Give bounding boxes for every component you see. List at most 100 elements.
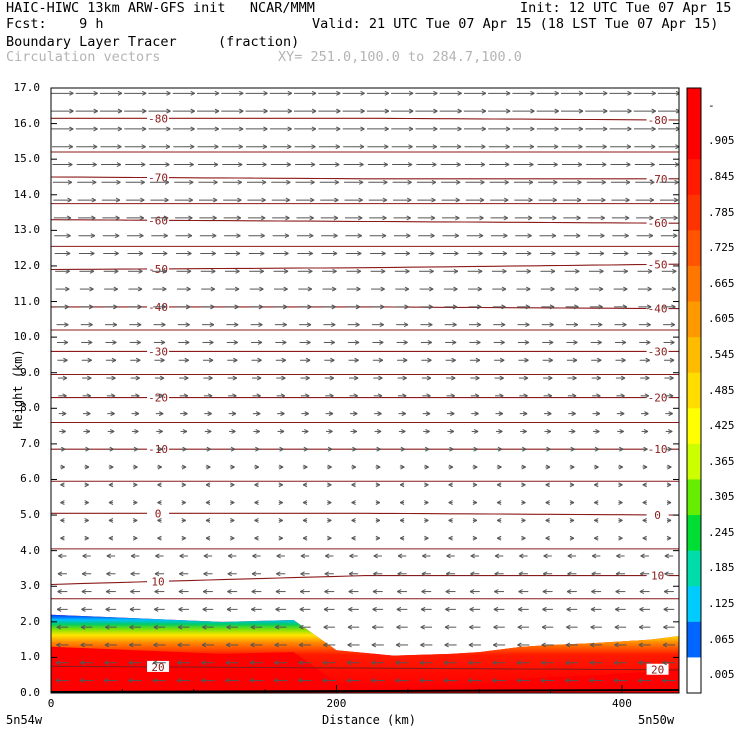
vector-arrowhead bbox=[496, 535, 502, 541]
vector-arrowhead bbox=[138, 268, 143, 274]
vector-arrowhead bbox=[254, 500, 259, 506]
y-tick-label: 10.0 bbox=[13, 330, 41, 344]
vector-arrowhead bbox=[154, 571, 160, 577]
vector-arrowhead bbox=[499, 393, 504, 399]
y-tick-label: 0.0 bbox=[20, 686, 40, 699]
vector-arrowhead bbox=[446, 553, 451, 559]
vector-arrowhead bbox=[332, 251, 338, 256]
vector-arrowhead bbox=[621, 340, 627, 345]
vector-arrowhead bbox=[177, 642, 182, 648]
vector-arrowhead bbox=[616, 553, 621, 559]
vector-arrowhead bbox=[135, 393, 140, 399]
temp-contour-label: 0 bbox=[155, 507, 162, 520]
vector-arrowhead bbox=[210, 286, 216, 292]
vector-arrowhead bbox=[58, 553, 63, 559]
vector-arrowhead bbox=[549, 304, 555, 310]
temp-contour-label: 20 bbox=[151, 661, 164, 674]
vector-arrowhead bbox=[67, 179, 73, 185]
vector-arrowhead bbox=[106, 553, 112, 559]
vector-arrowhead bbox=[551, 251, 556, 256]
vector-arrowhead bbox=[139, 215, 145, 221]
vector-arrowhead bbox=[590, 606, 596, 612]
init-time: Init: 12 UTC Tue 07 Apr 15 bbox=[520, 0, 732, 16]
vector-arrowhead bbox=[522, 428, 527, 434]
vector-arrowhead bbox=[179, 553, 184, 559]
contour-label-bg bbox=[147, 660, 170, 672]
vector-arrowhead bbox=[399, 482, 405, 488]
vector-arrowhead bbox=[420, 624, 425, 630]
contour-label-bg bbox=[646, 217, 669, 229]
vector-arrowhead bbox=[181, 535, 186, 541]
vector-arrowhead bbox=[547, 393, 553, 399]
vector-arrowhead bbox=[230, 535, 235, 541]
vector-arrowhead bbox=[473, 446, 478, 452]
contour-label-bg bbox=[147, 575, 170, 587]
vector-arrowhead bbox=[230, 482, 235, 488]
vector-arrowhead bbox=[154, 589, 159, 595]
vector-arrowhead bbox=[598, 304, 603, 310]
vector-arrowhead bbox=[189, 144, 195, 150]
vector-arrowhead bbox=[359, 162, 364, 167]
vector-arrowhead bbox=[574, 286, 579, 292]
vector-arrowhead bbox=[578, 126, 584, 132]
vector-arrowhead bbox=[378, 357, 384, 363]
vector-arrowhead bbox=[576, 215, 581, 221]
vector-arrowhead bbox=[467, 678, 473, 683]
vector-arrowhead bbox=[593, 535, 599, 541]
vector-arrowhead bbox=[501, 304, 506, 310]
vector-arrowhead bbox=[117, 90, 123, 96]
vector-arrowhead bbox=[505, 144, 510, 150]
vector-arrowhead bbox=[57, 571, 63, 577]
vector-arrowhead bbox=[576, 197, 582, 203]
vector-arrowhead bbox=[377, 411, 382, 417]
vector-arrowhead bbox=[108, 517, 114, 523]
vector-arrowhead bbox=[237, 179, 243, 185]
vector-arrowhead bbox=[430, 215, 436, 221]
vector-arrowhead bbox=[600, 215, 606, 221]
vector-arrowhead bbox=[63, 340, 69, 345]
vector-arrowhead bbox=[668, 428, 673, 434]
vector-arrowhead bbox=[517, 624, 523, 630]
vector-arrowhead bbox=[329, 375, 335, 381]
vector-arrowhead bbox=[232, 393, 237, 399]
vector-arrowhead bbox=[530, 108, 535, 114]
vector-arrowhead bbox=[254, 535, 259, 541]
vector-arrowhead bbox=[457, 90, 462, 96]
vector-arrowhead bbox=[569, 482, 575, 488]
vector-arrowhead bbox=[642, 482, 647, 488]
vector-arrowhead bbox=[569, 500, 575, 506]
colorbar-label: .305 bbox=[708, 490, 735, 504]
vector-arrowhead bbox=[455, 179, 461, 185]
y-tick-label: 4.0 bbox=[20, 543, 40, 557]
x-left-location: 5n54w bbox=[6, 713, 43, 727]
vector-arrowhead bbox=[545, 464, 551, 470]
vector-arrowhead bbox=[602, 90, 608, 96]
vector-arrowhead bbox=[182, 428, 188, 434]
vector-arrowhead bbox=[645, 375, 650, 381]
vector-arrowhead bbox=[201, 660, 206, 666]
vector-arrowhead bbox=[567, 553, 573, 559]
vector-arrowhead bbox=[153, 642, 158, 648]
vector-arrowhead bbox=[673, 197, 679, 203]
vector-arrowhead bbox=[600, 233, 605, 239]
contour-label-bg bbox=[646, 258, 669, 270]
vector-arrowhead bbox=[184, 375, 189, 381]
vector-arrowhead bbox=[211, 251, 216, 256]
vector-arrowhead bbox=[602, 144, 607, 150]
vector-arrowhead bbox=[87, 357, 92, 363]
vector-arrowhead bbox=[553, 162, 558, 167]
vector-arrowhead bbox=[255, 411, 261, 417]
vector-arrowhead bbox=[280, 411, 285, 417]
vector-arrowhead bbox=[624, 233, 629, 239]
vector-arrowhead bbox=[206, 428, 212, 434]
vector-arrowhead bbox=[597, 357, 602, 363]
vector-arrowhead bbox=[526, 268, 531, 274]
vector-arrowhead bbox=[565, 660, 570, 666]
vector-arrowhead bbox=[360, 126, 365, 132]
vector-arrowhead bbox=[335, 126, 341, 132]
vector-arrowhead bbox=[178, 589, 184, 595]
vector-arrowhead bbox=[496, 482, 502, 488]
vector-arrowhead bbox=[530, 126, 535, 132]
vector-arrowhead bbox=[566, 624, 571, 630]
colorbar-swatch bbox=[687, 265, 701, 303]
